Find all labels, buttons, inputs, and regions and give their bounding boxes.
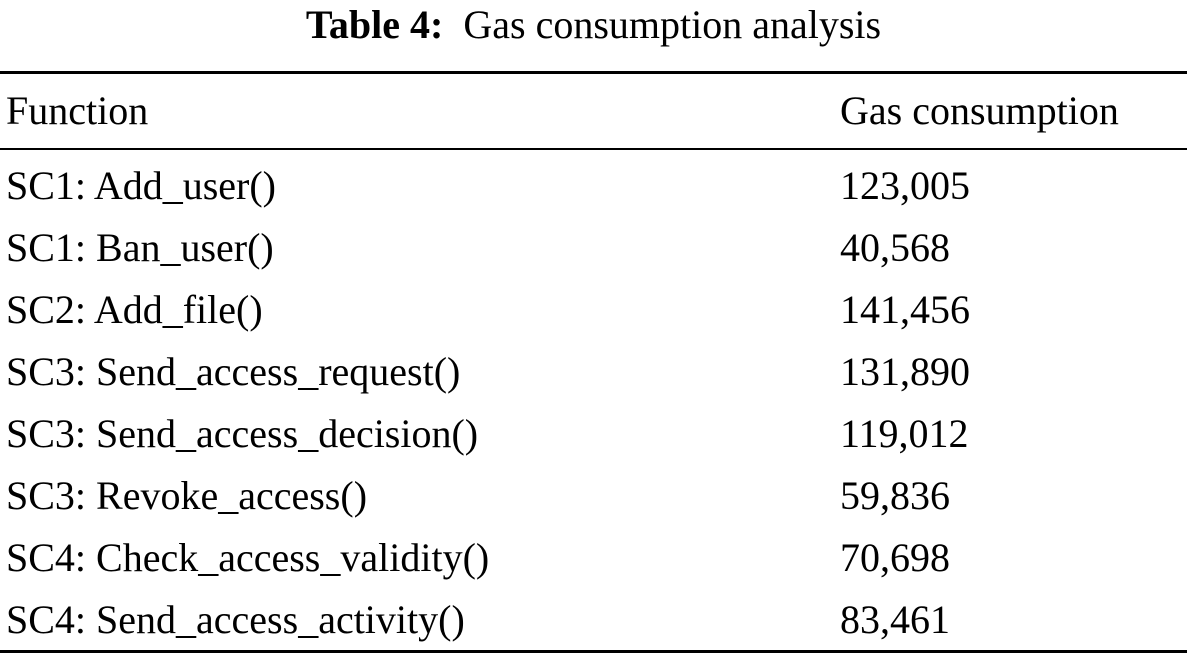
table-row: SC3: Send_access_decision() 119,012 (0, 403, 1187, 465)
table-number: Table 4: (305, 2, 444, 47)
cell-function: SC3: Revoke_access() (6, 473, 368, 518)
cell-function: SC4: Check_access_validity() (6, 535, 490, 580)
table-row: SC1: Ban_user() 40,568 (0, 217, 1187, 279)
header-rule (0, 148, 1187, 150)
top-rule (0, 71, 1187, 74)
table-row: SC2: Add_file() 141,456 (0, 279, 1187, 341)
cell-gas-consumption: 123,005 (840, 163, 970, 208)
cell-gas-consumption: 59,836 (840, 473, 950, 518)
table-row: SC4: Send_access_activity() 83,461 (0, 589, 1187, 651)
cell-gas-consumption: 141,456 (840, 287, 970, 332)
cell-gas-consumption: 131,890 (840, 349, 970, 394)
cell-function: SC3: Send_access_decision() (6, 411, 479, 456)
cell-function: SC1: Add_user() (6, 163, 276, 208)
table-row: SC3: Revoke_access() 59,836 (0, 465, 1187, 527)
table-row: SC3: Send_access_request() 131,890 (0, 341, 1187, 403)
cell-gas-consumption: 70,698 (840, 535, 950, 580)
table-row: SC1: Add_user() 123,005 (0, 155, 1187, 217)
bottom-rule (0, 650, 1187, 653)
table-header-row: Function Gas consumption (0, 80, 1187, 142)
cell-gas-consumption: 83,461 (840, 597, 950, 642)
cell-function: SC3: Send_access_request() (6, 349, 461, 394)
table-body: SC1: Add_user() 123,005 SC1: Ban_user() 40,… (0, 155, 1187, 650)
cell-function: SC2: Add_file() (6, 287, 263, 332)
cell-gas-consumption: 40,568 (840, 225, 950, 270)
table-caption: Table 4: Gas consumption analysis (0, 0, 1187, 50)
cell-function: SC1: Ban_user() (6, 225, 274, 270)
column-header-function: Function (6, 88, 149, 133)
table-title: Gas consumption analysis (463, 2, 882, 47)
table-row: SC4: Check_access_validity() 70,698 (0, 527, 1187, 589)
cell-gas-consumption: 119,012 (840, 411, 969, 456)
column-header-gas-consumption: Gas consumption (840, 88, 1119, 133)
cell-function: SC4: Send_access_activity() (6, 597, 465, 642)
